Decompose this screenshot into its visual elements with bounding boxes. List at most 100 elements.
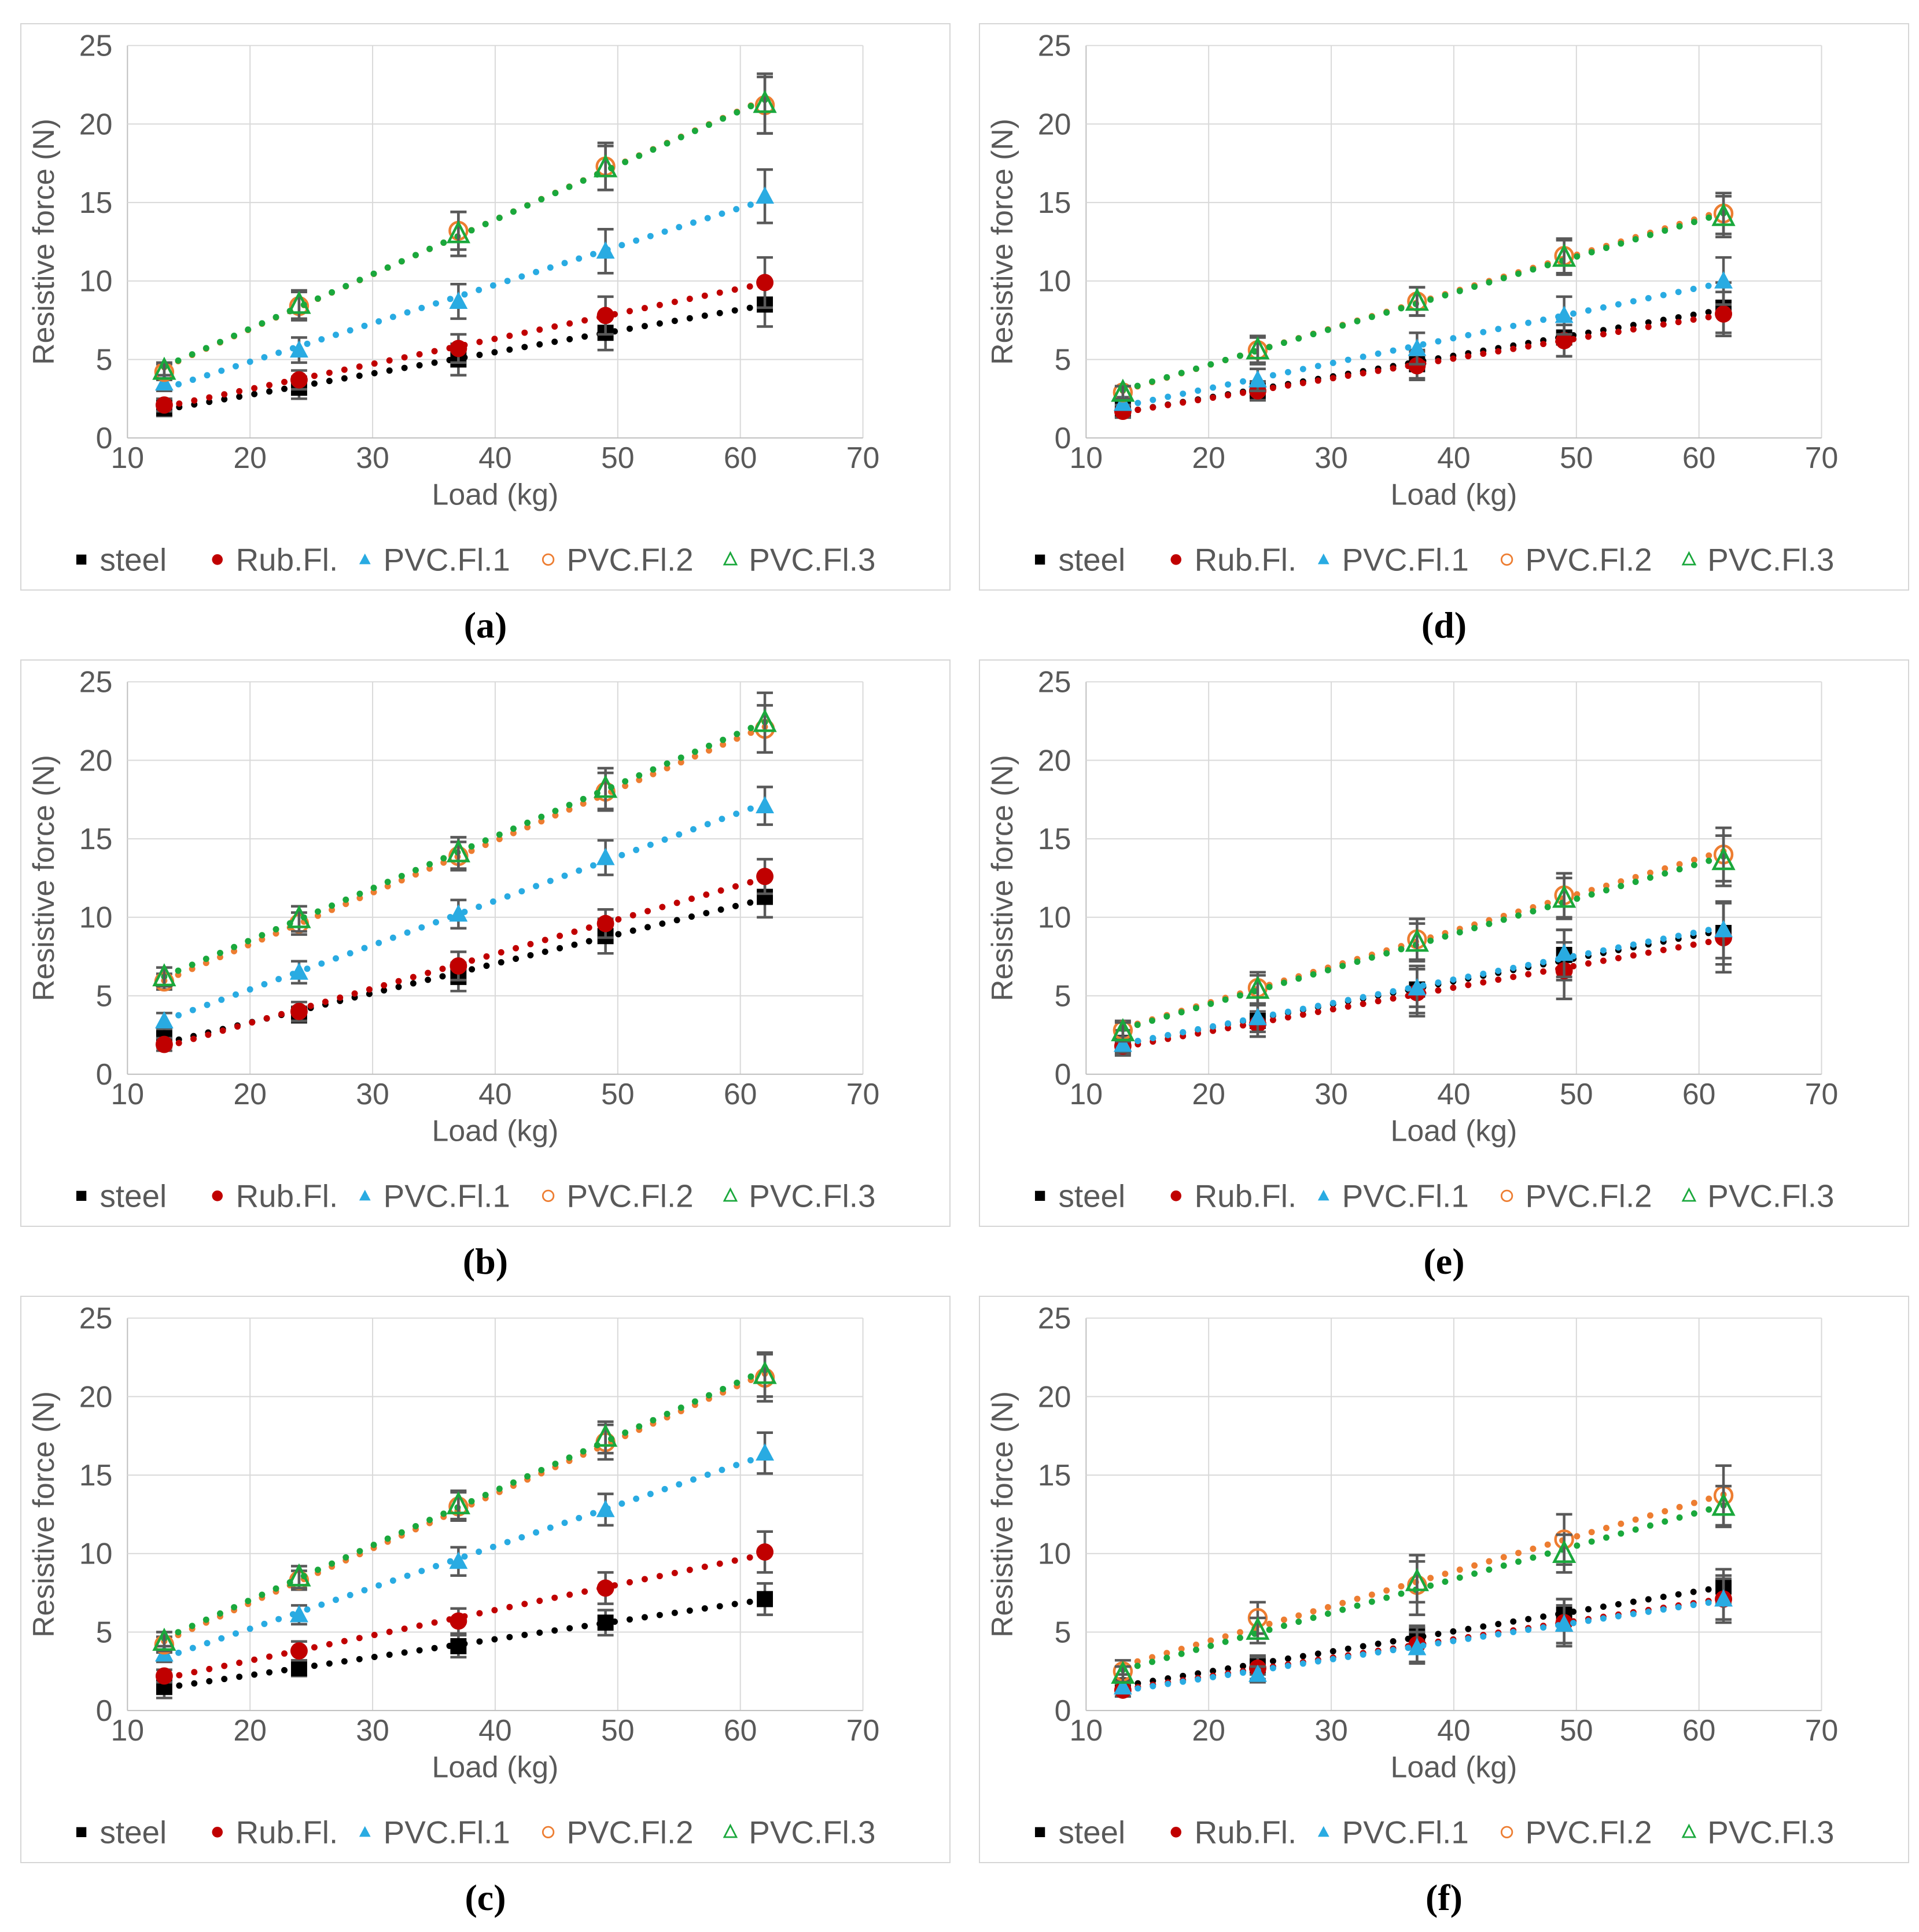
- chart-panel-f: 10 20 30 40 50 60 70 0 5 10 15 20 25 Load (kg) Resisti…: [979, 1296, 1909, 1932]
- data-points: [1114, 1578, 1732, 1694]
- legend-item: steel: [76, 541, 167, 577]
- error-bars: [156, 72, 774, 380]
- svg-text:60: 60: [724, 1713, 757, 1747]
- y-axis-title: Resistive force (N): [985, 1391, 1019, 1638]
- svg-text:15: 15: [79, 822, 113, 856]
- svg-text:20: 20: [1038, 107, 1071, 141]
- trendline: [1119, 936, 1727, 1050]
- gridlines: [1085, 1317, 1822, 1712]
- legend-label: PVC.Fl.2: [566, 1814, 693, 1850]
- svg-text:60: 60: [724, 1077, 757, 1111]
- legend-item: steel: [76, 1814, 167, 1850]
- svg-text:30: 30: [356, 1077, 389, 1111]
- filled-square-icon: [76, 1190, 87, 1201]
- trendline: [161, 197, 768, 392]
- legend-item: PVC.Fl.1: [359, 541, 510, 577]
- filled-circle-icon: [212, 1827, 223, 1838]
- tick-labels: 10 20 30 40 50 60 70 0 5 10 15 20 25: [1038, 665, 1839, 1111]
- svg-text:30: 30: [356, 441, 389, 474]
- legend-label: steel: [100, 541, 167, 577]
- data-points: [156, 296, 774, 416]
- svg-text:40: 40: [478, 441, 512, 474]
- gridlines: [127, 1317, 864, 1712]
- series-open-circle: [154, 704, 775, 992]
- svg-text:40: 40: [1437, 441, 1471, 474]
- svg-text:5: 5: [96, 979, 113, 1012]
- x-axis-title: Load (kg): [1391, 1114, 1517, 1148]
- legend-label: steel: [1058, 1178, 1125, 1214]
- filled-triangle-icon: [1317, 1826, 1329, 1837]
- svg-text:25: 25: [79, 665, 113, 699]
- legend-item: PVC.Fl.2: [1500, 541, 1652, 577]
- error-bars: [156, 786, 774, 1030]
- series-open-triangle: [152, 691, 777, 988]
- svg-text:50: 50: [601, 1077, 635, 1111]
- legend-item: PVC.Fl.2: [1500, 1178, 1652, 1214]
- legend-label: PVC.Fl.3: [1707, 1814, 1834, 1850]
- legend-label: PVC.Fl.2: [1525, 1178, 1652, 1214]
- svg-text:10: 10: [111, 1713, 145, 1747]
- series-filled-square: [156, 1582, 774, 1699]
- open-circle-icon: [542, 1826, 555, 1839]
- legend-label: PVC.Fl.3: [1707, 541, 1834, 577]
- data-points: [1113, 920, 1733, 1052]
- legend-label: Rub.Fl.: [236, 1814, 338, 1850]
- legend-item: PVC.Fl.3: [1681, 1178, 1834, 1214]
- svg-text:10: 10: [79, 264, 113, 298]
- chart-box: 10 20 30 40 50 60 70 0 5 10 15 20 25 Load (kg) Resisti…: [979, 23, 1909, 591]
- y-axis-title: Resistive force (N): [27, 119, 60, 365]
- svg-text:20: 20: [1192, 1713, 1225, 1747]
- legend-item: steel: [1034, 1178, 1125, 1214]
- trendline: [1119, 210, 1727, 394]
- y-axis-title: Resistive force (N): [985, 119, 1019, 365]
- x-axis-title: Load (kg): [432, 1114, 559, 1148]
- legend-label: Rub.Fl.: [1195, 1814, 1297, 1850]
- gridlines: [1085, 45, 1822, 439]
- svg-text:15: 15: [79, 186, 113, 219]
- data-points: [152, 90, 777, 380]
- gridlines: [127, 45, 864, 439]
- x-axis-title: Load (kg): [1391, 1750, 1517, 1784]
- legend-item: PVC.Fl.3: [723, 541, 875, 577]
- filled-triangle-icon: [359, 1826, 371, 1837]
- svg-text:60: 60: [1682, 1077, 1716, 1111]
- open-triangle-icon: [723, 1187, 738, 1202]
- svg-text:25: 25: [79, 29, 113, 62]
- chart-box: 10 20 30 40 50 60 70 0 5 10 15 20 25 Load (kg) Resisti…: [979, 1296, 1909, 1863]
- svg-text:0: 0: [1055, 1694, 1071, 1727]
- x-axis-title: Load (kg): [432, 1750, 559, 1784]
- svg-text:10: 10: [79, 901, 113, 934]
- legend-label: PVC.Fl.3: [749, 1178, 875, 1214]
- trendline: [161, 718, 768, 980]
- legend-label: PVC.Fl.2: [1525, 1814, 1652, 1850]
- legend-label: PVC.Fl.1: [1342, 1814, 1469, 1850]
- filled-square-icon: [1034, 1827, 1045, 1838]
- trendline: [1119, 1491, 1727, 1669]
- error-bars: [156, 691, 774, 988]
- series-filled-circle: [155, 858, 774, 1053]
- svg-text:15: 15: [79, 1458, 113, 1492]
- series-open-triangle: [152, 1351, 777, 1653]
- error-bars: [1114, 256, 1732, 411]
- legend-label: PVC.Fl.1: [384, 1178, 510, 1214]
- chart-box: 10 20 30 40 50 60 70 0 5 10 15 20 25 Load (kg) Resisti…: [979, 659, 1909, 1227]
- panel-caption: (a): [463, 604, 507, 646]
- data-points: [155, 1543, 774, 1685]
- y-axis-title: Resistive force (N): [27, 755, 60, 1001]
- chart-svg: 10 20 30 40 50 60 70 0 5 10 15 20 25 Load (kg) Resisti…: [985, 29, 1839, 578]
- data-points: [154, 1443, 775, 1662]
- svg-text:40: 40: [478, 1713, 512, 1747]
- trendline: [1119, 279, 1727, 410]
- series-filled-triangle: [1113, 1577, 1733, 1695]
- svg-text:30: 30: [1314, 1713, 1348, 1747]
- svg-text:20: 20: [1192, 1077, 1225, 1111]
- svg-text:20: 20: [1038, 743, 1071, 777]
- trendline: [1119, 1597, 1727, 1694]
- svg-text:30: 30: [356, 1713, 389, 1747]
- legend-label: PVC.Fl.3: [749, 541, 875, 577]
- legend-label: steel: [1058, 541, 1125, 577]
- legend-label: steel: [100, 1178, 167, 1214]
- svg-text:10: 10: [1070, 1077, 1103, 1111]
- legend-item: Rub.Fl.: [1170, 1178, 1296, 1214]
- gridlines: [127, 681, 864, 1075]
